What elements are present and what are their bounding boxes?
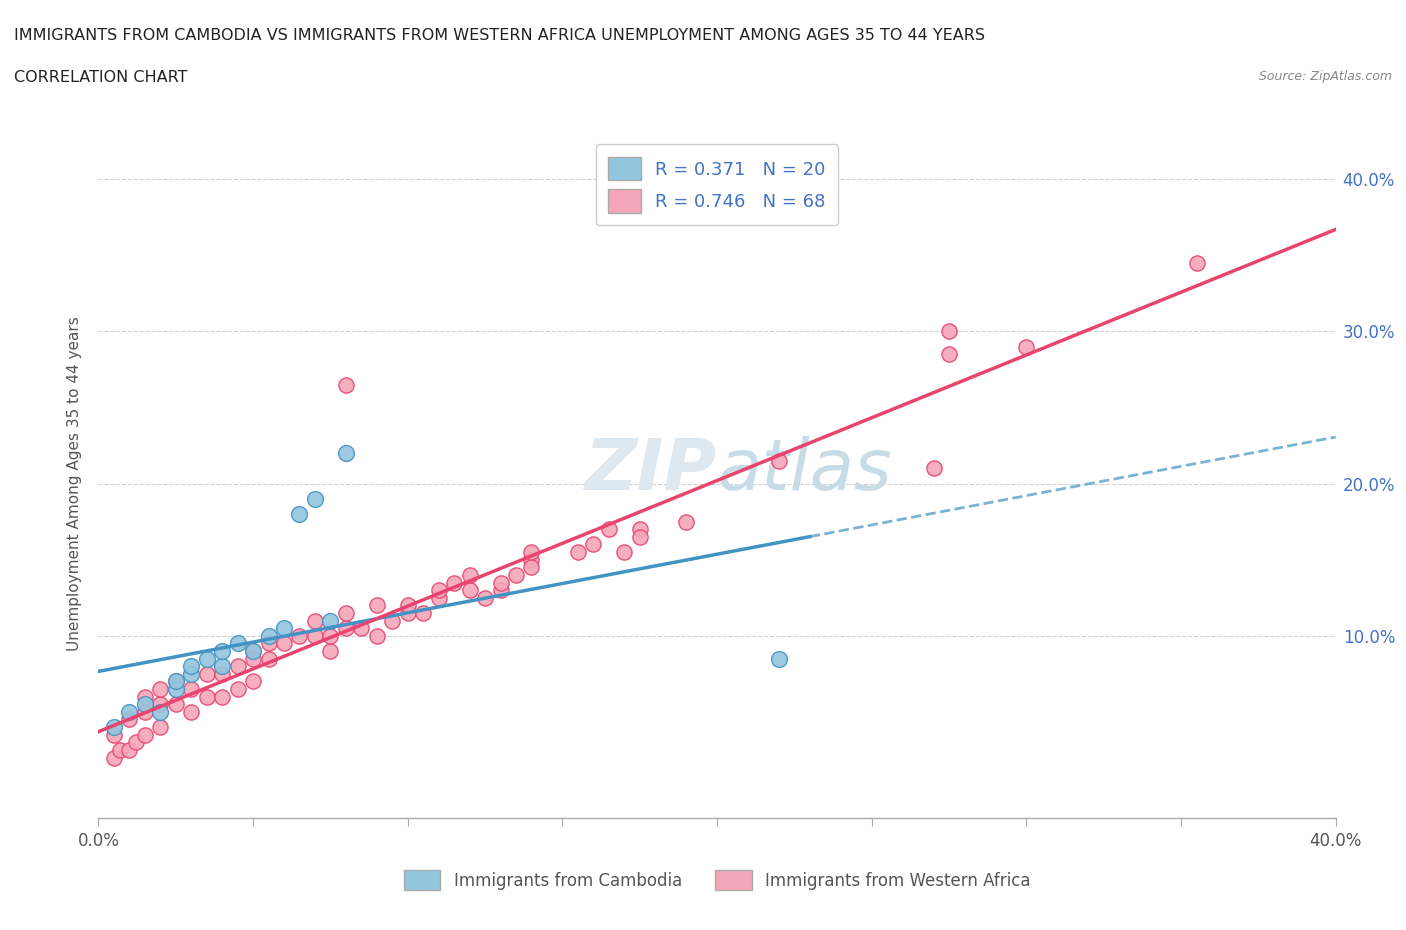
Point bbox=[489, 583, 512, 598]
Point bbox=[124, 735, 146, 750]
Legend: Immigrants from Cambodia, Immigrants from Western Africa: Immigrants from Cambodia, Immigrants fro… bbox=[396, 863, 1038, 897]
Point bbox=[474, 591, 496, 605]
Point bbox=[180, 682, 202, 697]
Point bbox=[922, 461, 945, 476]
Point bbox=[350, 620, 373, 635]
Point bbox=[366, 629, 388, 644]
Point bbox=[628, 522, 651, 537]
Point bbox=[108, 742, 131, 757]
Point bbox=[165, 682, 187, 697]
Point bbox=[288, 629, 311, 644]
Point bbox=[165, 674, 187, 689]
Point bbox=[505, 567, 527, 582]
Point bbox=[226, 636, 249, 651]
Y-axis label: Unemployment Among Ages 35 to 44 years: Unemployment Among Ages 35 to 44 years bbox=[67, 316, 83, 651]
Point bbox=[195, 651, 218, 666]
Point bbox=[149, 697, 172, 711]
Point bbox=[242, 674, 264, 689]
Point bbox=[381, 613, 404, 628]
Text: IMMIGRANTS FROM CAMBODIA VS IMMIGRANTS FROM WESTERN AFRICA UNEMPLOYMENT AMONG AG: IMMIGRANTS FROM CAMBODIA VS IMMIGRANTS F… bbox=[14, 28, 986, 43]
Point bbox=[335, 605, 357, 620]
Point bbox=[319, 613, 342, 628]
Point bbox=[257, 651, 280, 666]
Point bbox=[257, 629, 280, 644]
Text: Source: ZipAtlas.com: Source: ZipAtlas.com bbox=[1258, 70, 1392, 83]
Point bbox=[489, 575, 512, 590]
Point bbox=[366, 598, 388, 613]
Point bbox=[319, 644, 342, 658]
Point bbox=[675, 514, 697, 529]
Point bbox=[149, 720, 172, 735]
Point bbox=[180, 704, 202, 719]
Point bbox=[118, 742, 141, 757]
Point bbox=[412, 605, 434, 620]
Point bbox=[195, 667, 218, 682]
Point bbox=[226, 682, 249, 697]
Point bbox=[103, 751, 125, 765]
Point bbox=[149, 704, 172, 719]
Text: ZIP: ZIP bbox=[585, 436, 717, 505]
Point bbox=[1185, 256, 1208, 271]
Point bbox=[211, 658, 233, 673]
Point bbox=[180, 667, 202, 682]
Point bbox=[273, 620, 295, 635]
Point bbox=[613, 545, 636, 560]
Point bbox=[211, 667, 233, 682]
Point bbox=[567, 545, 589, 560]
Point bbox=[242, 644, 264, 658]
Point bbox=[427, 583, 450, 598]
Point bbox=[257, 636, 280, 651]
Point bbox=[768, 651, 790, 666]
Point bbox=[768, 453, 790, 468]
Point bbox=[1015, 339, 1038, 354]
Point bbox=[520, 560, 543, 575]
Text: CORRELATION CHART: CORRELATION CHART bbox=[14, 70, 187, 85]
Point bbox=[628, 529, 651, 544]
Point bbox=[242, 651, 264, 666]
Point bbox=[149, 682, 172, 697]
Point bbox=[582, 537, 605, 551]
Point bbox=[134, 704, 156, 719]
Point bbox=[520, 552, 543, 567]
Point bbox=[273, 636, 295, 651]
Point bbox=[458, 583, 481, 598]
Point bbox=[226, 658, 249, 673]
Text: atlas: atlas bbox=[717, 436, 891, 505]
Point bbox=[335, 378, 357, 392]
Point bbox=[288, 507, 311, 522]
Point bbox=[304, 629, 326, 644]
Point bbox=[103, 720, 125, 735]
Point bbox=[396, 605, 419, 620]
Point bbox=[396, 598, 419, 613]
Point bbox=[118, 704, 141, 719]
Point bbox=[211, 644, 233, 658]
Point bbox=[319, 629, 342, 644]
Point bbox=[118, 712, 141, 727]
Point bbox=[165, 674, 187, 689]
Point bbox=[304, 613, 326, 628]
Point bbox=[180, 658, 202, 673]
Point bbox=[242, 644, 264, 658]
Point bbox=[304, 491, 326, 506]
Point bbox=[427, 591, 450, 605]
Point bbox=[520, 545, 543, 560]
Point bbox=[134, 727, 156, 742]
Point bbox=[165, 697, 187, 711]
Point bbox=[134, 697, 156, 711]
Point bbox=[134, 689, 156, 704]
Point bbox=[335, 620, 357, 635]
Point bbox=[103, 727, 125, 742]
Point bbox=[443, 575, 465, 590]
Point bbox=[938, 324, 960, 339]
Point bbox=[195, 689, 218, 704]
Point bbox=[211, 689, 233, 704]
Point bbox=[598, 522, 620, 537]
Point bbox=[938, 347, 960, 362]
Point bbox=[458, 567, 481, 582]
Point bbox=[335, 445, 357, 460]
